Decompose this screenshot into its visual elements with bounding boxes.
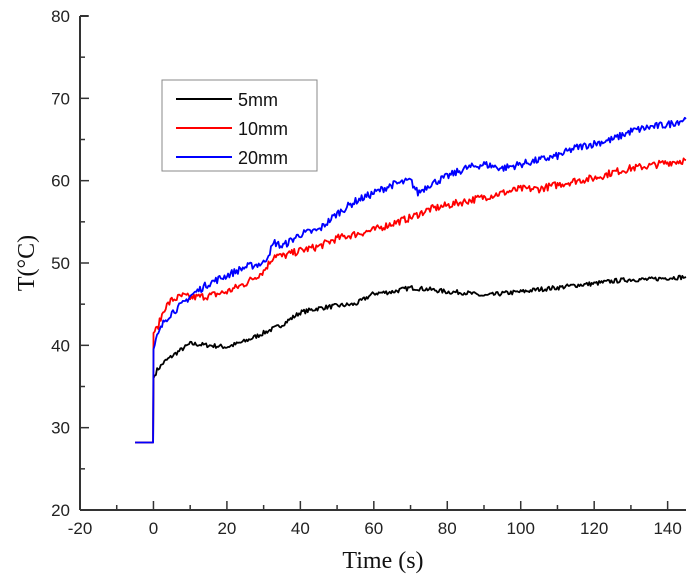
series-line-10mm [135, 157, 687, 444]
legend-box [161, 79, 318, 172]
x-tick-label: 140 [653, 519, 681, 538]
legend-label-5mm: 5mm [238, 90, 278, 110]
y-tick-label: 70 [51, 89, 70, 108]
x-tick-label: 40 [291, 519, 310, 538]
x-tick-label: 60 [364, 519, 383, 538]
x-tick-label: -20 [68, 519, 93, 538]
ticks: 20 30 40 50 60 70 80 -20 0 20 40 60 80 100 120 140 [51, 7, 682, 538]
y-tick-label: 20 [51, 501, 70, 520]
y-tick-label: 80 [51, 7, 70, 26]
x-tick-label: 20 [217, 519, 236, 538]
y-tick-label: 50 [51, 254, 70, 273]
x-tick-label: 80 [438, 519, 457, 538]
x-tick-label: 120 [580, 519, 608, 538]
y-tick-label: 40 [51, 336, 70, 355]
legend: 5mm 10mm 20mm [161, 79, 318, 172]
y-axis-title: T(°C) [14, 235, 40, 291]
x-tick-label: 0 [149, 519, 158, 538]
series-line-5mm [135, 274, 687, 444]
plot-area [135, 116, 687, 444]
y-tick-label: 30 [51, 419, 70, 438]
y-tick-label: 60 [51, 172, 70, 191]
x-axis-title: Time (s) [342, 548, 423, 574]
legend-label-10mm: 10mm [238, 119, 288, 139]
series-line-20mm [135, 116, 687, 444]
x-tick-label: 100 [507, 519, 535, 538]
legend-label-20mm: 20mm [238, 148, 288, 168]
